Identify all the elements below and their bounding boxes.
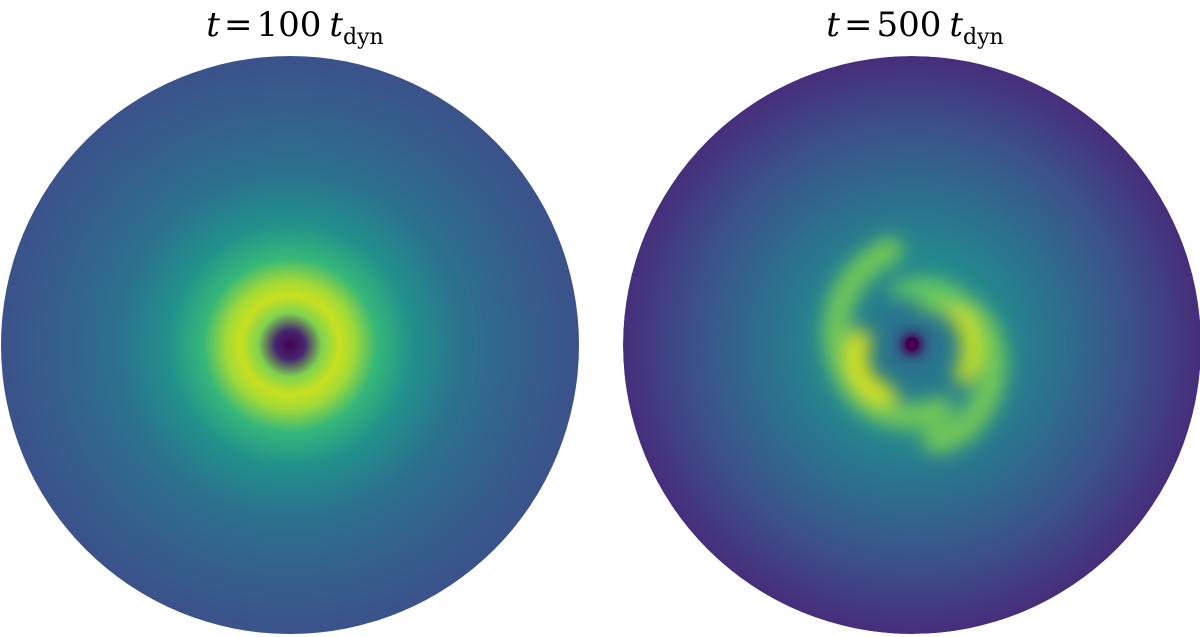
panel-title: t = 100 tdyn [206, 5, 383, 50]
title-number: 500 [876, 5, 941, 45]
panel-title: t = 500 tdyn [826, 5, 1003, 50]
title-number: 100 [256, 5, 321, 45]
title-unit-subscript: dyn [343, 25, 384, 50]
title-unit-subscript: dyn [963, 25, 1004, 50]
density-map [1, 56, 579, 634]
title-unit: t [949, 5, 963, 45]
density-map [623, 56, 1200, 634]
title-unit: t [329, 5, 343, 45]
title-relation: = [224, 5, 253, 45]
title-relation: = [844, 5, 873, 45]
title-variable: t [826, 5, 840, 45]
title-variable: t [206, 5, 220, 45]
